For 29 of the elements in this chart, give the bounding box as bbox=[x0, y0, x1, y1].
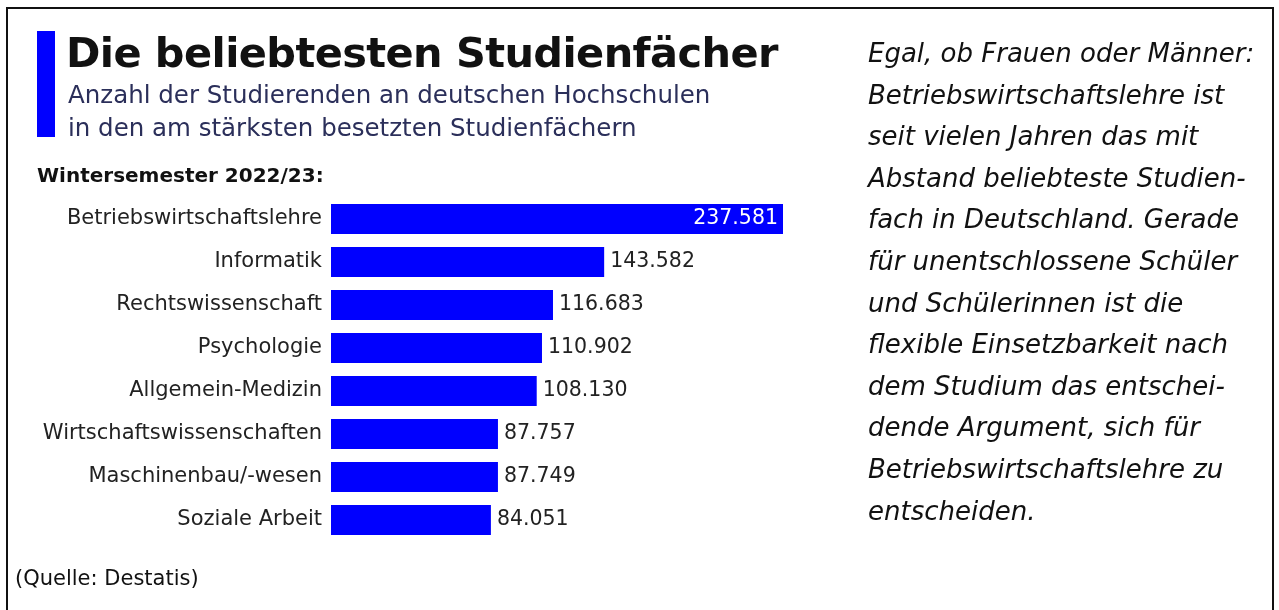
y-tick-label: Psychologie bbox=[197, 334, 322, 359]
data-label: 110.902 bbox=[547, 334, 633, 359]
y-tick-label: Betriebswirtschaftslehre bbox=[66, 205, 322, 230]
bar bbox=[331, 204, 783, 234]
bar bbox=[331, 419, 498, 449]
bar bbox=[331, 247, 605, 277]
text: Wintersemester 2022/23: bbox=[37, 163, 324, 187]
data-label: 87.757 bbox=[503, 420, 576, 445]
data-label: 116.683 bbox=[558, 291, 644, 316]
y-tick-label: Rechtswissenschaft bbox=[116, 291, 322, 316]
text: (Quelle: Destatis) bbox=[15, 565, 199, 591]
chart-title: Die beliebtesten Studienfächer bbox=[66, 28, 778, 77]
bar bbox=[331, 376, 537, 406]
text: Egal, ob Frauen oder Männer: Betriebswirtschaftslehre ist seit vielen Jahren das mit Abstand beliebteste Studien- fach in Deutschland. Gerade für unentschlossene Schüler und Schülerinnen ist die flexible Einsetzbarkeit nach dem Studium das entschei- dende Argument, sich für Betriebswirtschaftslehre zu entscheiden. bbox=[868, 38, 1255, 526]
y-tick-label: Maschinenbau/-wesen bbox=[88, 463, 322, 488]
data-label: 143.582 bbox=[610, 248, 695, 273]
data-label: 237.581 bbox=[693, 205, 778, 230]
bar bbox=[331, 333, 542, 363]
data-label: 108.130 bbox=[542, 377, 628, 402]
bar bbox=[331, 505, 491, 535]
y-tick-label: Allgemein-Medizin bbox=[129, 377, 322, 402]
y-tick-label: Wirtschaftswissenschaften bbox=[42, 420, 322, 445]
y-tick-label: Informatik bbox=[214, 248, 323, 273]
bar bbox=[331, 290, 553, 320]
bar bbox=[331, 462, 498, 492]
data-label: 87.749 bbox=[503, 463, 576, 488]
chart-subtitle: Anzahl der Studierenden an deutschen Hochschulen in den am stärksten besetzten Studienfächern bbox=[68, 79, 711, 144]
data-label: 84.051 bbox=[496, 506, 569, 531]
y-tick-label: Soziale Arbeit bbox=[177, 506, 322, 531]
